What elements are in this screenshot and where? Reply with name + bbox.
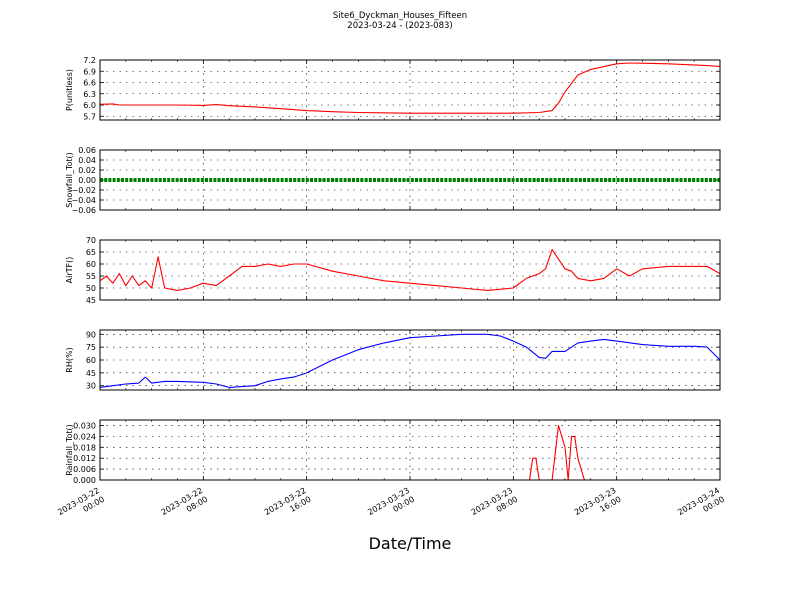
plot-frame bbox=[99, 329, 721, 391]
y-tick-label: 0.000 bbox=[73, 476, 96, 485]
y-tick-label: 75 bbox=[86, 343, 96, 352]
x-tick-label: 2023-03-2400:00 bbox=[676, 486, 726, 526]
y-tick-label: 90 bbox=[86, 330, 96, 339]
series-line bbox=[99, 62, 721, 114]
series-line bbox=[100, 424, 720, 481]
y-tick-label: 45 bbox=[86, 369, 96, 378]
y-tick-label: 0.04 bbox=[78, 156, 96, 165]
plot-frame bbox=[99, 419, 721, 481]
y-tick-label: 7.2 bbox=[83, 56, 96, 65]
y-tick-label: 6.3 bbox=[83, 90, 96, 99]
y-tick-label: 0.06 bbox=[78, 146, 96, 155]
y-tick-label: 6.6 bbox=[83, 79, 96, 88]
y-tick-label: −0.06 bbox=[71, 206, 96, 215]
y-tick-label: 6.9 bbox=[83, 67, 96, 76]
y-tick-label: 0.006 bbox=[73, 465, 96, 474]
y-tick-label: 6.0 bbox=[83, 101, 96, 110]
y-tick-label: 0.024 bbox=[73, 432, 96, 441]
series-line bbox=[99, 333, 721, 388]
y-tick-label: 70 bbox=[86, 236, 96, 245]
x-tick-label: 2023-03-2308:00 bbox=[470, 486, 520, 526]
y-tick-label: 5.7 bbox=[83, 112, 96, 121]
y-axis-label: Snowfall_Tot() bbox=[65, 152, 74, 208]
series-line bbox=[99, 249, 721, 291]
y-axis-label: AirTF() bbox=[65, 257, 74, 284]
y-tick-label: 65 bbox=[86, 248, 96, 257]
y-tick-label: 45 bbox=[86, 296, 96, 305]
y-tick-label: 60 bbox=[86, 356, 96, 365]
chart-subtitle: 2023-03-24 - (2023-083) bbox=[347, 21, 453, 31]
x-tick-label: 2023-03-2316:00 bbox=[573, 486, 623, 526]
y-tick-label: 0.018 bbox=[73, 443, 96, 452]
x-tick-label: 2023-03-2208:00 bbox=[160, 486, 210, 526]
plot-frame bbox=[99, 149, 721, 211]
y-axis-label: P(unitless) bbox=[65, 69, 74, 111]
y-tick-label: 0.02 bbox=[78, 166, 96, 175]
plot-frame bbox=[99, 59, 721, 121]
y-tick-label: 55 bbox=[86, 272, 96, 281]
y-tick-label: 0.030 bbox=[73, 421, 96, 430]
y-tick-label: 60 bbox=[86, 260, 96, 269]
x-tick-label: 2023-03-2200:00 bbox=[56, 486, 106, 526]
y-tick-label: 0.00 bbox=[78, 176, 96, 185]
y-axis-label: RH(%) bbox=[65, 347, 74, 372]
y-tick-label: −0.04 bbox=[71, 196, 96, 205]
y-tick-label: 30 bbox=[86, 382, 96, 391]
x-tick-label: 2023-03-2300:00 bbox=[366, 486, 416, 526]
plot-frame bbox=[99, 239, 721, 301]
chart-title: Site6_Dyckman_Houses_Fifteen bbox=[332, 11, 468, 21]
y-tick-label: 50 bbox=[86, 284, 96, 293]
y-axis-label: Rainfall_Tot() bbox=[65, 424, 74, 476]
x-tick-label: 2023-03-2216:00 bbox=[263, 486, 313, 526]
y-tick-label: −0.02 bbox=[71, 186, 96, 195]
y-tick-label: 0.012 bbox=[73, 454, 96, 463]
x-axis-label: Date/Time bbox=[368, 534, 452, 553]
